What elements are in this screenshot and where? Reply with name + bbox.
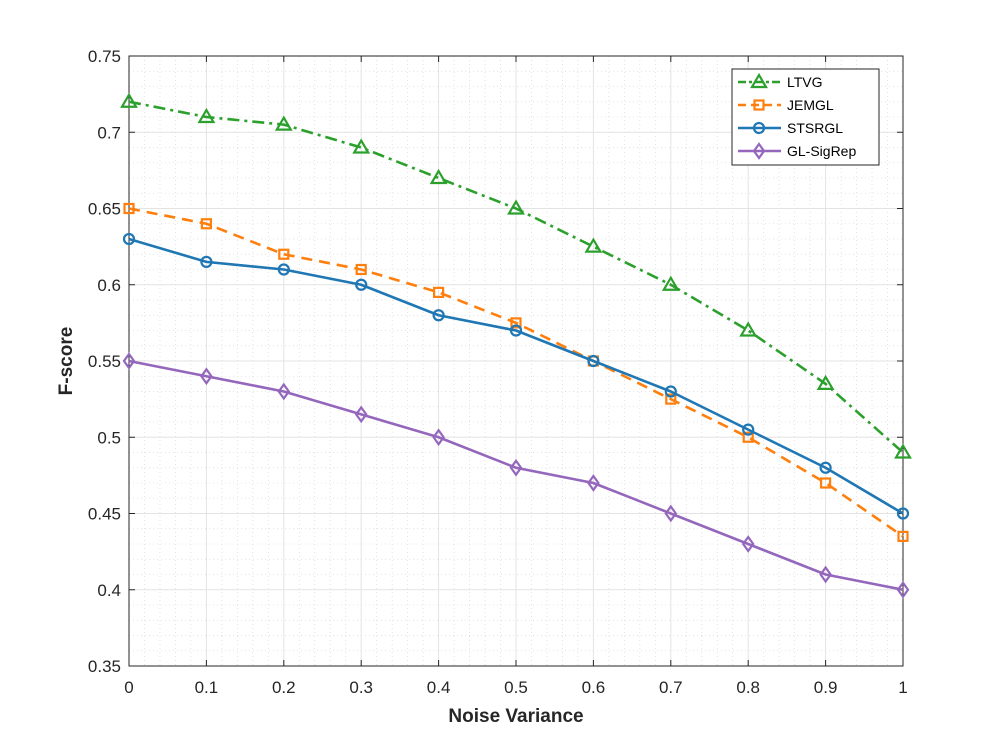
data-point-jemgl — [742, 431, 754, 443]
series-ltvg — [120, 92, 912, 459]
legend-label-jemgl: JEMGL — [787, 97, 834, 113]
legend-marker-jemgl — [753, 99, 765, 111]
x-tick-label: 0.4 — [427, 678, 451, 697]
legend-label-stsrgl: STSRGL — [787, 120, 843, 136]
x-tick-label: 0 — [124, 678, 133, 697]
data-point-ltvg — [274, 115, 293, 131]
data-point-ltvg — [507, 199, 525, 215]
data-point-ltvg — [584, 237, 603, 253]
y-tick-label: 0.7 — [97, 123, 121, 142]
x-tick-label: 0.3 — [349, 678, 373, 697]
y-tick-label: 0.4 — [97, 581, 121, 600]
data-point-stsrgl — [122, 232, 136, 246]
data-point-stsrgl — [896, 507, 910, 520]
series-line-ltvg — [128, 100, 904, 454]
legend-marker-gl-sigrep — [752, 142, 766, 160]
series-stsrgl — [122, 232, 910, 520]
legend-label-ltvg: LTVG — [787, 74, 823, 90]
data-point-gl-sigrep — [896, 580, 910, 599]
legend-marker-ltvg — [750, 72, 768, 89]
legend-item-stsrgl: STSRGL — [738, 120, 843, 136]
data-point-stsrgl — [819, 461, 832, 474]
data-point-jemgl — [510, 317, 522, 329]
data-point-ltvg — [120, 92, 138, 108]
y-tick-label: 0.35 — [88, 657, 121, 676]
data-point-gl-sigrep — [200, 367, 213, 386]
y-tick-label: 0.6 — [97, 276, 121, 295]
data-point-gl-sigrep — [277, 382, 291, 401]
x-tick-label: 0.1 — [195, 678, 219, 697]
data-point-ltvg — [429, 168, 448, 185]
data-point-ltvg — [197, 107, 216, 124]
data-point-ltvg — [816, 374, 835, 390]
data-point-gl-sigrep — [122, 352, 136, 370]
data-point-stsrgl — [355, 278, 368, 291]
data-point-jemgl — [123, 202, 135, 215]
data-point-gl-sigrep — [664, 504, 678, 523]
series-line-jemgl — [128, 207, 904, 538]
series-gl-sigrep — [122, 352, 910, 599]
data-point-stsrgl — [509, 324, 523, 337]
data-point-jemgl — [355, 263, 367, 276]
data-point-stsrgl — [277, 263, 290, 276]
x-axis-title: Noise Variance — [448, 706, 583, 727]
legend-item-gl-sigrep: GL-SigRep — [738, 142, 856, 160]
x-axis-ticks: 0 0.1 0.2 0.3 0.4 0.5 0.6 0.7 0.8 0.9 1 — [124, 56, 908, 697]
legend-marker-stsrgl — [752, 121, 766, 135]
data-point-gl-sigrep — [819, 565, 832, 584]
data-point-ltvg — [661, 275, 680, 291]
legend-label-gl-sigrep: GL-SigRep — [787, 143, 856, 159]
data-point-jemgl — [278, 248, 290, 260]
data-point-stsrgl — [200, 255, 213, 268]
series-line-gl-sigrep — [128, 359, 904, 592]
y-tick-label: 0.75 — [88, 47, 121, 66]
y-tick-label: 0.45 — [88, 505, 121, 524]
data-point-jemgl — [200, 218, 212, 230]
data-point-stsrgl — [587, 354, 600, 368]
x-tick-label: 1 — [898, 678, 907, 697]
data-point-ltvg — [352, 138, 371, 154]
x-tick-label: 0.6 — [582, 678, 606, 697]
y-tick-label: 0.65 — [88, 200, 121, 219]
data-point-gl-sigrep — [432, 428, 445, 447]
y-axis-ticks: 0.35 0.4 0.45 0.5 0.55 0.6 0.65 0.7 0.75 — [88, 47, 903, 676]
x-tick-label: 0.5 — [504, 678, 528, 697]
legend: LTVG JEMGL STSRGL GL-SigRep — [731, 68, 880, 166]
series-line-stsrgl — [128, 237, 904, 515]
data-point-jemgl — [819, 477, 832, 489]
data-point-stsrgl — [664, 385, 677, 398]
x-tick-label: 0.7 — [659, 678, 683, 697]
data-point-gl-sigrep — [509, 458, 523, 477]
data-point-jemgl — [897, 530, 909, 542]
data-point-ltvg — [739, 321, 758, 337]
legend-item-ltvg: LTVG — [738, 72, 823, 90]
x-tick-label: 0.9 — [814, 678, 838, 697]
y-tick-label: 0.5 — [97, 428, 121, 447]
x-tick-label: 0.2 — [272, 678, 296, 697]
data-point-ltvg — [894, 443, 912, 459]
x-tick-label: 0.8 — [736, 678, 760, 697]
legend-item-jemgl: JEMGL — [738, 97, 834, 113]
data-point-gl-sigrep — [354, 405, 368, 424]
data-point-stsrgl — [432, 309, 445, 322]
y-tick-label: 0.55 — [88, 352, 121, 371]
data-point-jemgl — [433, 286, 445, 298]
data-point-jemgl — [665, 393, 677, 405]
data-point-gl-sigrep — [587, 474, 600, 492]
series-layer — [120, 92, 912, 599]
data-point-stsrgl — [742, 423, 755, 436]
y-axis-title: F-score — [56, 327, 77, 396]
data-point-gl-sigrep — [741, 535, 755, 553]
